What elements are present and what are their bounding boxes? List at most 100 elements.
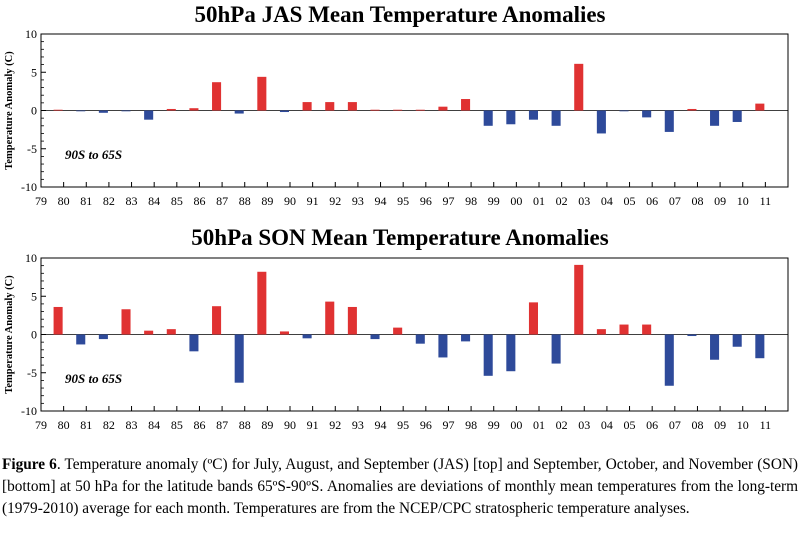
bar (664, 110, 674, 132)
bar (53, 109, 63, 111)
bar (438, 106, 448, 111)
x-tick-label: 09 (714, 194, 726, 208)
bar (234, 110, 244, 114)
x-tick-label: 94 (375, 418, 387, 432)
x-tick-label: 87 (216, 418, 228, 432)
y-tick-label: 5 (31, 289, 37, 303)
bar (664, 334, 674, 386)
y-tick-label: 10 (25, 252, 37, 265)
y-tick-label: -10 (21, 180, 37, 194)
bar (189, 108, 199, 111)
x-tick-label: 99 (488, 418, 500, 432)
bar (98, 110, 108, 113)
bar (53, 306, 63, 335)
x-tick-label: 01 (533, 194, 545, 208)
y-axis-label: Temperature Anomaly (C) (4, 275, 15, 394)
bar (121, 309, 131, 335)
bar (144, 110, 154, 120)
bar (212, 306, 222, 335)
figure-caption-text: . Temperature anomaly (ºC) for July, Aug… (2, 456, 799, 517)
bar (483, 334, 493, 376)
bar (574, 63, 584, 111)
bar (528, 302, 538, 335)
x-tick-label: 07 (669, 418, 681, 432)
x-tick-label: 85 (171, 194, 183, 208)
x-tick-label: 80 (58, 194, 70, 208)
bar (506, 110, 516, 125)
x-tick-label: 08 (691, 418, 703, 432)
bar (551, 110, 561, 126)
x-tick-label: 79 (35, 418, 47, 432)
bar (166, 329, 176, 335)
chart-title-jas: 50hPa JAS Mean Temperature Anomalies (194, 2, 606, 27)
bar (461, 334, 471, 342)
bar (98, 334, 108, 340)
x-tick-label: 92 (329, 194, 341, 208)
x-tick-label: 05 (624, 418, 636, 432)
bar (506, 334, 516, 372)
bar (257, 76, 267, 111)
x-tick-label: 04 (601, 194, 613, 208)
x-tick-label: 82 (103, 194, 115, 208)
x-tick-label: 86 (193, 418, 205, 432)
bar (347, 102, 357, 111)
x-tick-label: 81 (80, 418, 92, 432)
x-tick-label: 00 (510, 194, 522, 208)
x-tick-label: 80 (58, 418, 70, 432)
bar (325, 102, 335, 111)
x-tick-label: 91 (307, 418, 319, 432)
bar (302, 334, 312, 339)
y-tick-label: 10 (25, 28, 37, 41)
x-tick-label: 89 (261, 418, 273, 432)
x-tick-label: 04 (601, 418, 613, 432)
bar (755, 103, 765, 111)
bar (687, 108, 697, 111)
bar (76, 334, 86, 345)
y-tick-label: 5 (31, 65, 37, 79)
bar (144, 330, 154, 335)
x-tick-label: 96 (420, 194, 432, 208)
bar (370, 109, 380, 111)
x-tick-label: 93 (352, 418, 364, 432)
x-tick-label: 97 (442, 194, 454, 208)
bar (347, 306, 357, 335)
bar (732, 334, 742, 347)
bar (393, 109, 403, 111)
bar (189, 334, 199, 352)
x-tick-label: 96 (420, 418, 432, 432)
bar (755, 334, 765, 359)
x-tick-label: 92 (329, 418, 341, 432)
x-tick-label: 83 (126, 418, 138, 432)
bar (642, 324, 652, 335)
bar (76, 110, 86, 112)
x-tick-label: 82 (103, 418, 115, 432)
x-tick-label: 06 (646, 194, 658, 208)
figure-label: Figure 6 (2, 456, 57, 473)
bar (710, 110, 720, 126)
bar (483, 110, 493, 126)
x-tick-label: 94 (375, 194, 387, 208)
bar (574, 264, 584, 335)
chart-title-son: 50hPa SON Mean Temperature Anomalies (191, 225, 609, 250)
x-tick-label: 02 (556, 418, 568, 432)
x-tick-label: 07 (669, 194, 681, 208)
x-tick-label: 79 (35, 194, 47, 208)
y-tick-label: -10 (21, 404, 37, 418)
x-tick-label: 10 (737, 194, 749, 208)
bar (279, 110, 289, 113)
bar (302, 102, 312, 111)
bar (619, 324, 629, 335)
x-tick-label: 88 (239, 418, 251, 432)
y-tick-label: -5 (27, 142, 37, 156)
y-tick-label: 0 (31, 104, 37, 118)
x-tick-label: 95 (397, 194, 409, 208)
x-tick-label: 11 (760, 418, 772, 432)
y-tick-label: 0 (31, 328, 37, 342)
x-tick-label: 98 (465, 418, 477, 432)
bar (528, 110, 538, 120)
x-tick-label: 90 (284, 194, 296, 208)
x-tick-label: 98 (465, 194, 477, 208)
bar (710, 334, 720, 360)
